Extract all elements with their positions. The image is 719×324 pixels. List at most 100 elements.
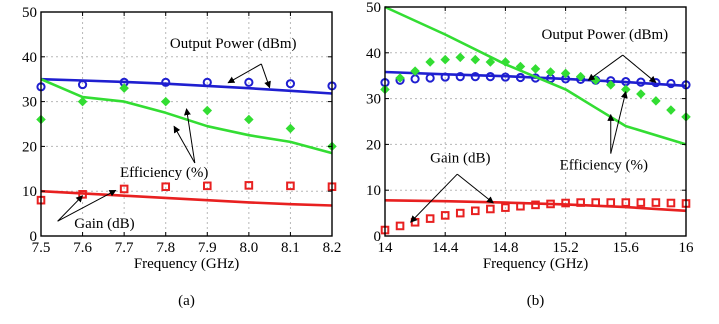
series-line-red (384, 199, 687, 213)
y-tick-label: 40 (366, 46, 381, 62)
data-point-square (516, 201, 525, 211)
panel-caption: (a) (178, 293, 195, 309)
data-point-diamond (202, 105, 213, 116)
data-point-diamond (636, 89, 646, 99)
y-tick-label: 10 (366, 183, 381, 199)
panel-b-chart: 14 14.4 14.8 15.2 15.6 16 0 10 20 30 40 50 Frequency… (366, 0, 694, 309)
annotation-arrow (610, 91, 628, 154)
data-point-diamond (160, 96, 171, 107)
annotation-arrow (587, 54, 624, 81)
plot-frame (384, 6, 687, 237)
y-tick-label: 50 (22, 5, 37, 21)
data-point-circle (485, 72, 495, 82)
data-point-circle (455, 72, 465, 82)
data-point-square (501, 203, 510, 212)
panel-a-chart: 7.5 7.6 7.7 7.8 7.9 8.0 8.1 8.2 0 10 20 30 40 50 Frequ… (22, 5, 341, 309)
annotation-arrow (622, 54, 657, 84)
annotation-label: Gain (dB) (430, 151, 490, 167)
annotation-arrow (183, 108, 196, 164)
x-axis-label: Frequency (GHz) (134, 256, 239, 272)
data-point-diamond (560, 68, 571, 79)
data-point-diamond (455, 52, 466, 63)
x-tick-label: 7.9 (198, 240, 217, 256)
data-point-circle (515, 72, 526, 83)
y-tick-label: 0 (30, 229, 38, 245)
data-point-square (636, 198, 646, 207)
data-point-diamond (119, 83, 129, 93)
annotation-label: Efficiency (%) (560, 158, 648, 174)
annotation-arrow (57, 189, 117, 222)
data-point-diamond (285, 123, 296, 134)
data-point-square (651, 198, 661, 207)
x-tick-label: 14 (378, 240, 394, 256)
y-tick-label: 30 (366, 92, 381, 108)
data-point-circle (285, 79, 296, 89)
x-tick-label: 7.8 (156, 240, 175, 256)
data-point-square (606, 198, 616, 207)
x-tick-label: 7.7 (115, 240, 134, 256)
data-point-diamond (666, 105, 676, 115)
y-tick-label: 10 (22, 184, 37, 200)
data-point-square (395, 221, 405, 231)
annotation-arrow (410, 173, 458, 223)
y-tick-label: 40 (22, 50, 37, 66)
x-tick-label: 7.6 (73, 240, 92, 256)
data-point-diamond (515, 61, 526, 72)
data-point-diamond (545, 67, 556, 77)
annotation-label: Efficiency (%) (120, 165, 208, 181)
y-tick-label: 30 (22, 95, 37, 111)
annotation-label: Output Power (dBm) (170, 36, 297, 52)
annotation-arrow (227, 63, 262, 84)
x-axis-label: Frequency (GHz) (483, 256, 588, 272)
data-point-diamond (605, 80, 616, 90)
data-point-circle (666, 78, 676, 89)
x-tick-label: 16 (679, 240, 695, 256)
plot-frame (40, 11, 333, 237)
data-point-square (286, 181, 295, 191)
data-point-circle (161, 77, 171, 87)
data-point-diamond (575, 71, 586, 82)
data-point-circle (636, 77, 646, 87)
data-point-square (244, 181, 254, 190)
data-point-square (546, 199, 555, 209)
annotation-arrow (456, 173, 494, 204)
data-point-diamond (425, 57, 435, 67)
data-point-circle (410, 74, 420, 84)
data-point-diamond (395, 73, 405, 83)
data-point-circle (77, 79, 88, 90)
data-point-square (161, 182, 171, 192)
data-point-diamond (77, 96, 88, 107)
x-tick-label: 15.2 (552, 240, 578, 256)
data-point-square (486, 204, 495, 214)
data-point-square (666, 198, 676, 208)
annotation-arrow (260, 63, 271, 89)
panel-caption: (b) (527, 293, 545, 309)
x-tick-label: 8.2 (323, 240, 342, 256)
data-point-circle (202, 77, 212, 87)
data-point-square (561, 198, 570, 208)
data-point-square (440, 211, 450, 220)
data-point-diamond (470, 54, 481, 65)
series-line-red (40, 189, 333, 207)
series-line-blue (40, 77, 333, 95)
annotation-arrow (173, 125, 196, 164)
data-point-circle (470, 72, 480, 82)
x-tick-label: 14.4 (432, 240, 459, 256)
data-point-diamond (530, 64, 541, 74)
data-point-diamond (485, 57, 496, 67)
annotation-label: Gain (dB) (74, 216, 134, 232)
data-point-diamond (651, 96, 661, 106)
data-point-square (119, 184, 129, 194)
data-point-circle (425, 73, 435, 83)
x-tick-label: 14.8 (492, 240, 518, 256)
y-tick-label: 20 (22, 139, 37, 155)
data-point-circle (244, 77, 254, 87)
series-line-green (40, 78, 333, 155)
series-line-green (384, 5, 687, 146)
data-point-square (455, 208, 465, 218)
data-point-circle (440, 72, 450, 82)
annotation-label: Output Power (dBm) (542, 27, 669, 43)
data-point-circle (500, 72, 510, 82)
data-point-square (202, 181, 212, 191)
